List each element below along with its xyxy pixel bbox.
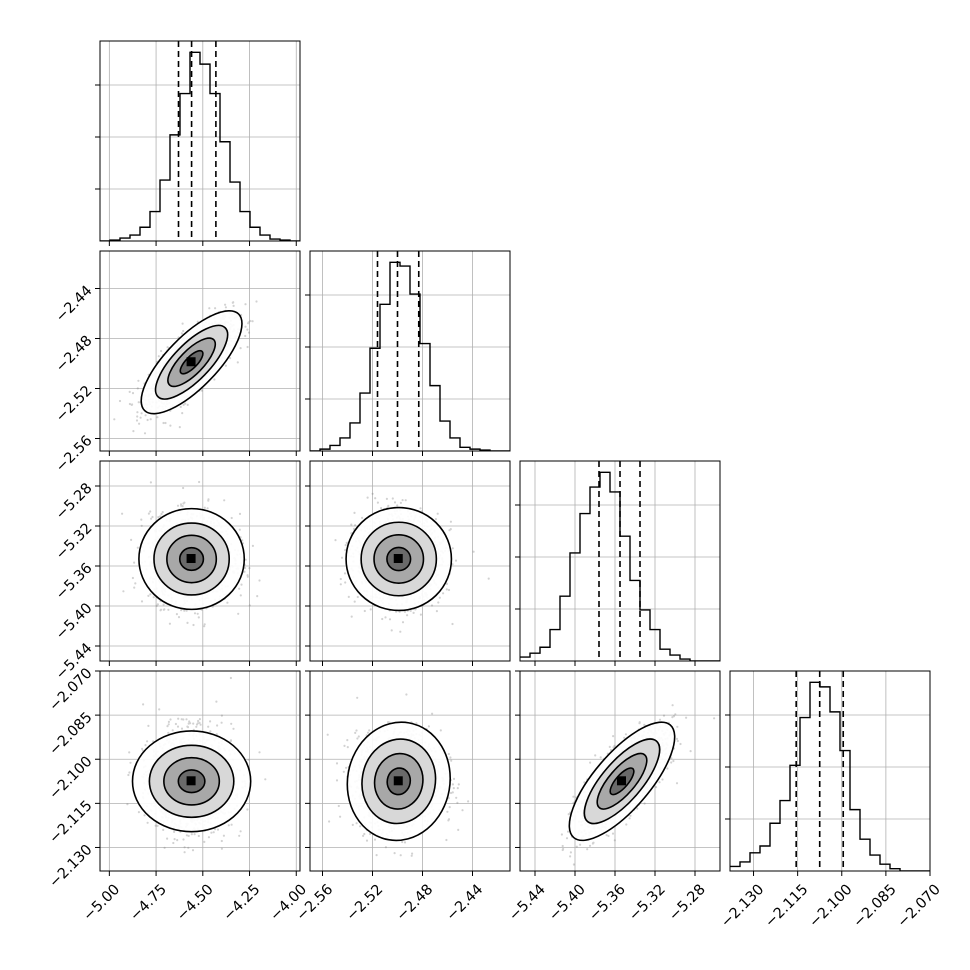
scatter-panel-1-0 bbox=[100, 251, 300, 451]
contour-line bbox=[153, 522, 231, 596]
histogram-panel-1 bbox=[310, 251, 510, 451]
contour-line bbox=[154, 324, 229, 400]
x-tick-label: −2.070 bbox=[895, 882, 944, 931]
density-peak bbox=[393, 776, 403, 786]
x-tick-label: −2.44 bbox=[444, 882, 487, 925]
panel-frame bbox=[99, 40, 301, 242]
y-tick-label: −2.44 bbox=[53, 283, 96, 326]
y-tick-label: −5.40 bbox=[53, 600, 96, 643]
contour-line bbox=[596, 752, 648, 810]
panel-frame bbox=[309, 250, 511, 452]
y-tick-label: −2.085 bbox=[46, 709, 95, 758]
x-tick-label: −2.100 bbox=[806, 882, 855, 931]
x-tick-label: −4.25 bbox=[221, 882, 264, 925]
scatter-panel-3-2 bbox=[520, 671, 720, 871]
x-tick-label: −5.28 bbox=[666, 882, 709, 925]
density-peak bbox=[186, 554, 196, 563]
y-tick-label: −5.28 bbox=[53, 480, 96, 523]
y-tick-label: −2.100 bbox=[46, 754, 95, 803]
x-tick-label: −2.085 bbox=[851, 882, 900, 931]
y-tick-label: −2.56 bbox=[53, 433, 96, 476]
x-tick-label: −5.36 bbox=[586, 882, 629, 925]
contour-line bbox=[583, 738, 661, 825]
panel-frame bbox=[99, 670, 301, 872]
contour-line bbox=[167, 337, 217, 388]
y-tick-label: −5.36 bbox=[53, 560, 96, 603]
scatter-panel-3-0 bbox=[100, 671, 300, 871]
x-tick-label: −4.50 bbox=[174, 882, 217, 925]
contour-line bbox=[166, 534, 218, 584]
panel-frame bbox=[309, 670, 511, 872]
density-peak bbox=[617, 776, 626, 786]
contour-line bbox=[163, 756, 221, 806]
panel-frame bbox=[519, 460, 721, 662]
scatter-panel-3-1 bbox=[310, 671, 510, 871]
contour-line bbox=[148, 744, 235, 819]
x-tick-label: −2.52 bbox=[344, 882, 387, 925]
histogram-step bbox=[520, 471, 720, 661]
scatter-panel-2-1 bbox=[310, 461, 510, 661]
histogram-panel-0 bbox=[100, 41, 300, 241]
scatter-panel-2-0 bbox=[100, 461, 300, 661]
y-tick-label: −2.130 bbox=[46, 842, 95, 891]
contour-line bbox=[138, 507, 246, 611]
contour-line bbox=[346, 721, 452, 842]
histogram-step bbox=[100, 51, 300, 241]
x-tick-label: −2.48 bbox=[394, 882, 437, 925]
contour-line bbox=[345, 506, 453, 612]
x-tick-label: −5.00 bbox=[81, 882, 124, 925]
contour-line bbox=[177, 769, 206, 794]
contour-line bbox=[373, 752, 424, 810]
contour-line bbox=[140, 310, 243, 415]
contour-line bbox=[386, 546, 412, 572]
y-tick-label: −5.32 bbox=[53, 520, 96, 563]
histogram-step bbox=[310, 261, 510, 451]
density-peak bbox=[393, 554, 403, 563]
contour-line bbox=[386, 767, 412, 796]
y-tick-label: −2.52 bbox=[53, 383, 96, 426]
panel-frame bbox=[309, 460, 511, 662]
x-tick-label: −2.130 bbox=[718, 882, 767, 931]
panel-frame bbox=[729, 670, 931, 872]
x-tick-label: −5.32 bbox=[626, 882, 669, 925]
x-tick-label: −2.115 bbox=[762, 882, 811, 931]
histogram-panel-2 bbox=[520, 461, 720, 661]
panel-frame bbox=[519, 670, 721, 872]
density-peak bbox=[186, 357, 196, 367]
y-tick-label: −2.115 bbox=[46, 798, 95, 847]
x-tick-label: −4.75 bbox=[127, 882, 170, 925]
histogram-panel-3 bbox=[730, 671, 930, 871]
contour-line bbox=[373, 534, 425, 584]
histogram-step bbox=[730, 681, 930, 871]
panel-frame bbox=[99, 460, 301, 662]
contour-line bbox=[568, 721, 676, 842]
x-tick-label: −5.44 bbox=[506, 882, 549, 925]
density-peak bbox=[186, 776, 196, 786]
y-tick-label: −2.48 bbox=[53, 333, 96, 376]
x-tick-label: −5.40 bbox=[546, 882, 589, 925]
contour-line bbox=[361, 738, 437, 825]
contour-line bbox=[131, 730, 252, 833]
panel-frame bbox=[99, 250, 301, 452]
contour-line bbox=[360, 521, 438, 597]
contour-line bbox=[178, 546, 205, 572]
